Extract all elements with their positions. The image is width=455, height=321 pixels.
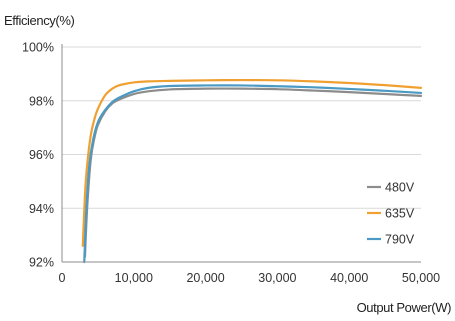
series-line-480v [83,87,423,258]
series-line-790v [83,84,423,264]
legend-label: 790V [385,233,415,247]
legend: 480V 635V 790V [367,181,415,247]
x-axis-label: Output Power(W) [357,300,451,315]
grid [62,46,421,209]
x-tick-label: 50,000 [402,271,440,285]
legend-label: 480V [385,181,415,195]
x-tick-label: 10,000 [115,271,153,285]
y-tick-label: 100% [22,41,54,55]
x-tick-label: 0 [59,271,66,285]
y-tick-label: 92% [29,256,54,270]
legend-label: 635V [385,207,415,221]
y-tick-label: 98% [29,94,54,108]
axes: 92% 94% 96% 98% 100% 0 10,000 20,000 30,000 40,00… [22,41,440,286]
y-tick-label: 96% [29,148,54,162]
series-lines [81,78,423,264]
x-tick-label: 30,000 [258,271,296,285]
y-tick-label: 94% [29,202,54,216]
x-tick-label: 20,000 [186,271,224,285]
x-tick-label: 40,000 [330,271,368,285]
series-line-635v [81,78,423,247]
y-axis-label: Efficiency(%) [4,13,74,28]
